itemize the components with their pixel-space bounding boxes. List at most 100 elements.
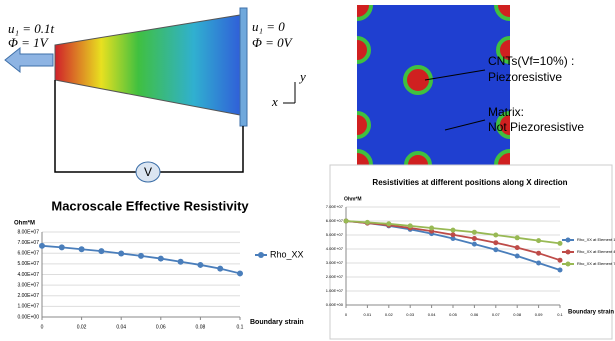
y-tick-label: 1.00E+07 <box>326 288 344 293</box>
point <box>58 244 65 251</box>
y-tick-label: 0.00E+00 <box>17 314 39 320</box>
point <box>138 252 144 259</box>
point <box>39 242 45 249</box>
plate <box>239 7 248 127</box>
voltmeter <box>135 161 161 183</box>
point <box>157 255 164 262</box>
label: CNTs(Vf=10%) : <box>488 54 574 68</box>
point <box>177 258 184 265</box>
meter-label: V <box>144 165 152 179</box>
x-tick-label: 0 <box>345 312 348 317</box>
x-tick-label: 0.03 <box>406 312 415 317</box>
point <box>493 232 499 238</box>
point <box>514 253 520 259</box>
legend-marker <box>258 252 264 258</box>
chart-frame <box>329 164 613 340</box>
x-tick-label: 0.08 <box>196 324 206 330</box>
label: Φ = 1V <box>8 35 50 50</box>
wire <box>160 126 244 173</box>
y-axis-label: Ohm*M <box>344 196 362 202</box>
point <box>343 218 349 224</box>
chart-title: Macroscale Effective Resistivity <box>51 198 249 213</box>
matrix-bg <box>357 5 510 165</box>
y-tick-label: 3.00E+07 <box>17 282 39 288</box>
label: y <box>298 69 306 84</box>
y-tick-label: 4.00E+07 <box>17 272 39 278</box>
y-tick-label: 5.00E+07 <box>326 232 344 237</box>
matrix <box>357 5 510 165</box>
label: Piezoresistive <box>488 70 562 84</box>
series-line <box>41 244 241 275</box>
beam-diagram: V u₁ = 0.1t Φ = 1V u₁ = 0 Φ = 0V y x <box>4 7 306 183</box>
x-tick-label: 0.1 <box>237 324 244 330</box>
load-arrow <box>4 46 54 74</box>
label: Not Piezoresistive <box>488 120 584 134</box>
point <box>78 246 85 253</box>
point <box>118 250 125 257</box>
label: Φ = 0V <box>252 35 294 50</box>
legend-marker <box>565 237 571 243</box>
point <box>407 223 413 229</box>
y-tick-label: 0.00E+00 <box>326 302 344 307</box>
x-tick-label: 0.01 <box>364 312 373 317</box>
legend-label: Rho_XX <box>270 249 304 259</box>
label: u₁ = 0.1t <box>8 21 55 36</box>
point <box>364 219 370 225</box>
microstructure: CNTs(Vf=10%) : Piezoresistive Matrix: No… <box>357 5 584 165</box>
x-tick-label: 0.1 <box>557 312 563 317</box>
legend-label: Rho_XX at Element 43 <box>577 249 615 254</box>
point <box>471 236 477 241</box>
x-axis-label: Boundary strain <box>568 310 614 316</box>
y-tick-label: 8.00E+07 <box>17 229 39 235</box>
point <box>237 270 243 277</box>
x-tick-label: 0.04 <box>428 312 437 317</box>
chart-title: Resistivities at different positions alo… <box>372 178 567 187</box>
x-tick-label: 0.06 <box>471 312 480 317</box>
y-tick-label: 2.00E+07 <box>17 293 39 299</box>
point <box>557 267 563 273</box>
x-tick-label: 0.05 <box>449 312 458 317</box>
x-tick-label: 0.04 <box>116 324 126 330</box>
pointer <box>444 119 486 131</box>
y-tick-label: 1.00E+07 <box>17 304 39 310</box>
point <box>217 265 224 272</box>
x-tick-label: 0.06 <box>156 324 166 330</box>
x-tick-label: 0.07 <box>492 312 501 317</box>
point <box>429 225 435 231</box>
point <box>514 245 520 251</box>
y-tick-label: 7.00E+07 <box>17 240 39 246</box>
point <box>471 241 477 247</box>
y-tick-label: 7.00E+07 <box>326 204 344 209</box>
legend-marker <box>565 249 571 255</box>
point <box>514 235 520 241</box>
point <box>493 247 499 253</box>
point <box>450 232 456 238</box>
point <box>557 257 563 263</box>
wire <box>54 80 136 173</box>
point <box>98 248 105 255</box>
point <box>536 260 542 266</box>
legend-label: Rho_XX at Element 1 <box>577 237 615 242</box>
label: Matrix: <box>488 105 524 119</box>
legend-label: Rho_XX at Element 71 <box>577 261 615 266</box>
point <box>471 229 477 235</box>
point <box>557 240 563 246</box>
label: x <box>271 94 278 109</box>
point <box>450 227 456 233</box>
point <box>536 250 542 256</box>
x-axis-label: Boundary strain <box>250 319 304 326</box>
beam <box>54 14 241 116</box>
y-tick-label: 3.00E+07 <box>326 260 344 265</box>
x-tick-label: 0 <box>41 324 44 330</box>
label: u₁ = 0 <box>252 19 285 34</box>
point <box>536 238 542 244</box>
x-tick-label: 0.02 <box>385 312 394 317</box>
point <box>450 236 456 241</box>
y-tick-label: 6.00E+07 <box>326 218 344 223</box>
point <box>386 221 392 227</box>
point <box>493 240 499 246</box>
x-tick-label: 0.09 <box>535 312 544 317</box>
pointer <box>424 69 486 81</box>
